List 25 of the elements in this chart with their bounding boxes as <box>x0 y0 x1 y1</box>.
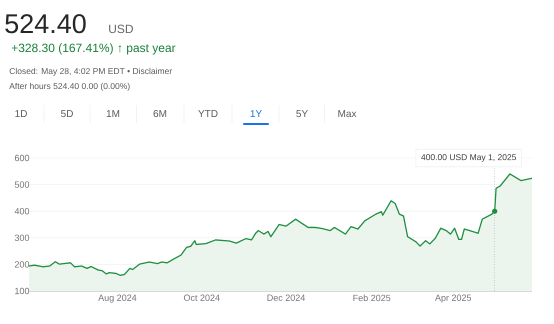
text: 5Y <box>296 110 308 118</box>
ref-line-label: 400.00 USD May 1, 2025 <box>421 154 516 162</box>
text: Max <box>338 110 356 118</box>
text: Closed: May 28, 4:02 PM EDT • Disclaimer <box>10 68 172 76</box>
y-tick-label: 500 <box>14 181 30 188</box>
text: USD <box>109 24 133 34</box>
y-tick-label: 300 <box>14 234 30 241</box>
text: 1D <box>15 110 27 117</box>
text: 1Y <box>250 110 262 117</box>
x-tick-label: Oct 2024 <box>184 294 220 301</box>
x-tick-label: Aug 2024 <box>98 294 136 303</box>
x-tick-label: Feb 2025 <box>353 294 390 302</box>
x-tick-label: Dec 2024 <box>268 294 306 301</box>
y-tick-label: 400 <box>14 208 30 214</box>
y-tick-label: 200 <box>14 261 30 268</box>
text: After hours 524.40 0.00 (0.00%) <box>9 82 130 91</box>
chart-title: 524.40 <box>5 14 86 34</box>
x-tick-label: Apr 2025 <box>434 294 472 303</box>
text: 1M <box>106 110 120 117</box>
text: YTD <box>198 110 218 117</box>
text: 5D <box>61 110 73 118</box>
y-tick-label: 600 <box>14 154 30 162</box>
text: 6M <box>154 110 166 118</box>
y-tick-label: 100 <box>15 288 30 294</box>
text: +328.30 (167.41%) ↑ past year <box>12 43 176 54</box>
